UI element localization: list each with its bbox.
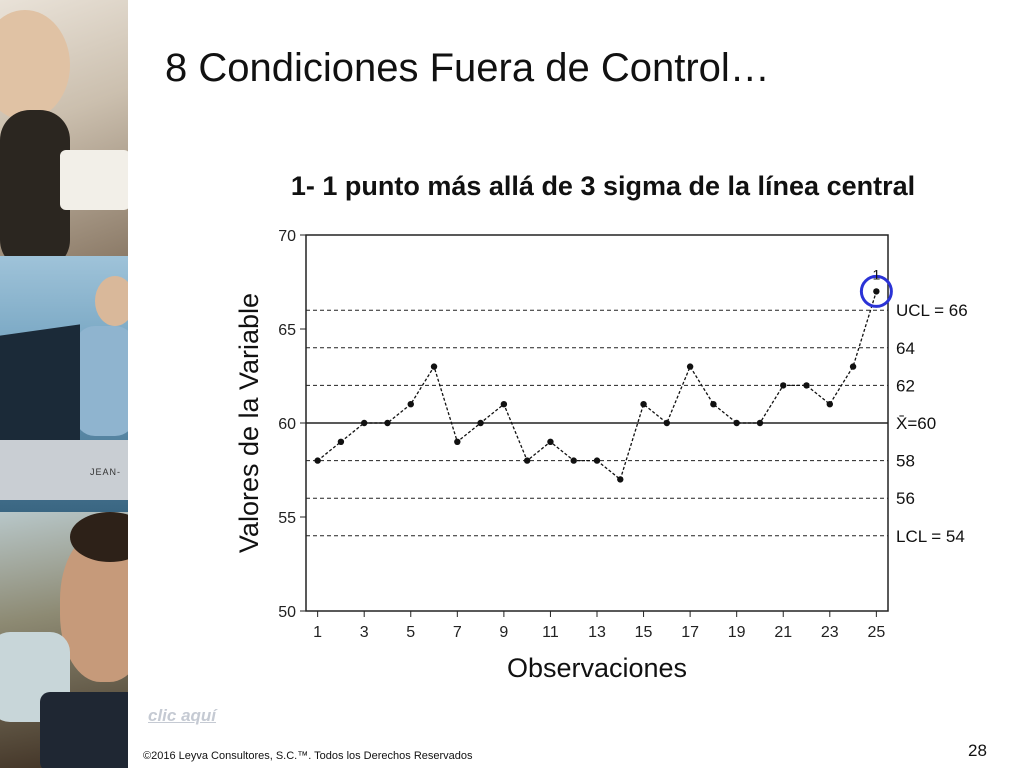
data-point bbox=[547, 438, 554, 445]
reference-line-label: LCL = 54 bbox=[896, 527, 965, 546]
y-tick-label: 70 bbox=[278, 228, 296, 245]
x-tick-label: 5 bbox=[406, 624, 415, 641]
reference-lines: UCL = 66 64 62 X̄=60 58 56 LCL = 54 bbox=[306, 301, 968, 546]
page-number: 28 bbox=[968, 741, 987, 760]
y-tick-label: 60 bbox=[278, 416, 296, 433]
data-point bbox=[710, 401, 717, 408]
data-point bbox=[384, 419, 391, 427]
data-point bbox=[314, 457, 321, 464]
copyright-notice: ©2016 Leyva Consultores, S.C.™. Todos lo… bbox=[143, 750, 473, 762]
slide-title: 8 Condiciones Fuera de Control… bbox=[165, 46, 770, 90]
data-point bbox=[826, 401, 833, 408]
y-tick-label: 50 bbox=[278, 604, 296, 621]
x-axis-label: Observaciones bbox=[507, 653, 687, 683]
chart-heading: 1- 1 punto más allá de 3 sigma de la lín… bbox=[290, 171, 916, 201]
highlight: 1 bbox=[859, 266, 893, 308]
data-point bbox=[873, 288, 880, 295]
data-point bbox=[430, 363, 438, 370]
reference-line-label: UCL = 66 bbox=[896, 301, 968, 320]
x-tick-label: 17 bbox=[681, 624, 699, 641]
data-point bbox=[617, 476, 624, 483]
x-tick-label: 19 bbox=[728, 624, 746, 641]
data-point bbox=[849, 363, 857, 370]
x-tick-label: 13 bbox=[588, 624, 606, 641]
x-tick-label: 3 bbox=[360, 624, 369, 641]
photo-man-on-phone bbox=[0, 512, 128, 768]
photo-tag-text: JEAN- bbox=[90, 467, 122, 477]
x-tick-label: 15 bbox=[635, 624, 653, 641]
highlight-marker-label: 1 bbox=[872, 266, 880, 282]
data-point bbox=[780, 382, 787, 389]
highlight-circle bbox=[859, 274, 893, 308]
control-chart: UCL = 66 64 62 X̄=60 58 56 LCL = 54 50 55 60 65 70… bbox=[234, 228, 968, 683]
data-point bbox=[454, 438, 461, 445]
x-tick-label: 23 bbox=[821, 624, 839, 641]
data-point bbox=[686, 363, 694, 370]
data-point bbox=[523, 457, 531, 464]
data-point bbox=[570, 457, 577, 464]
series-points bbox=[314, 288, 880, 483]
data-point bbox=[500, 401, 508, 408]
data-point bbox=[361, 419, 368, 427]
photo-man-reading bbox=[0, 0, 128, 256]
x-tick-label: 25 bbox=[867, 624, 885, 641]
data-point bbox=[733, 419, 740, 427]
laptop-base-graphic bbox=[0, 440, 128, 500]
data-point bbox=[337, 438, 345, 445]
reference-line-label: 58 bbox=[896, 452, 915, 471]
reference-line-label: X̄=60 bbox=[896, 414, 936, 433]
reference-line-label: 64 bbox=[896, 339, 915, 358]
reference-line-label: 62 bbox=[896, 376, 915, 395]
data-point bbox=[477, 419, 484, 427]
data-point bbox=[756, 419, 764, 427]
reference-line-label: 56 bbox=[896, 489, 915, 508]
data-point bbox=[803, 382, 810, 389]
data-point bbox=[640, 401, 647, 408]
y-tick-label: 55 bbox=[278, 510, 296, 527]
x-tick-label: 11 bbox=[542, 624, 559, 641]
y-tick-label: 65 bbox=[278, 322, 296, 339]
data-point bbox=[407, 401, 414, 408]
data-point bbox=[593, 457, 601, 464]
clic-aqui-link[interactable]: clic aquí bbox=[148, 706, 217, 725]
decorative-photo-strip: JEAN- bbox=[0, 0, 128, 768]
x-tick-label: 7 bbox=[453, 624, 462, 641]
x-tick-label: 21 bbox=[774, 624, 792, 641]
data-point bbox=[663, 419, 671, 427]
x-tick-label: 1 bbox=[313, 624, 322, 641]
y-axis-label: Valores de la Variable bbox=[234, 293, 264, 553]
x-tick-label: 9 bbox=[499, 624, 508, 641]
